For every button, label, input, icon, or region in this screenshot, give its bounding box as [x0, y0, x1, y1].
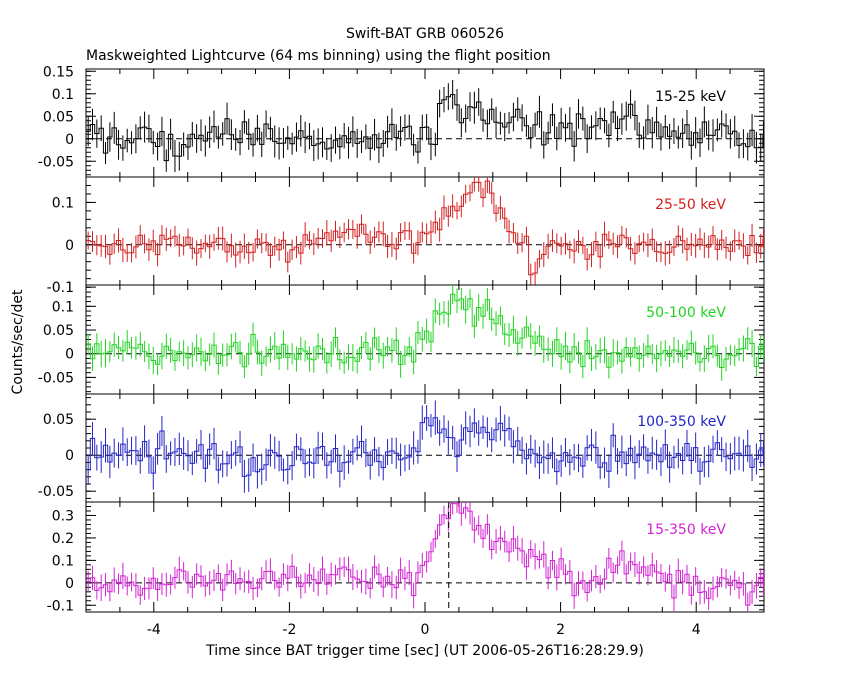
y-tick-label: 0 — [65, 448, 74, 464]
lightcurve-series — [86, 502, 764, 612]
band-label: 25-50 keV — [655, 197, 726, 213]
y-tick-label: 0.05 — [43, 109, 74, 125]
y-tick-label: 0.2 — [52, 531, 74, 547]
lightcurve-step — [86, 417, 764, 477]
y-tick-label: 0.1 — [52, 299, 74, 315]
y-tick-label: 0 — [65, 238, 74, 254]
band-label: 50-100 keV — [646, 305, 726, 321]
band-label: 15-25 keV — [655, 89, 726, 105]
lightcurve-series — [86, 400, 764, 493]
x-tick-label: -2 — [282, 622, 296, 638]
y-tick-label: 0.05 — [43, 323, 74, 339]
band-label: 100-350 keV — [637, 414, 726, 430]
x-tick-label: 2 — [556, 622, 565, 638]
y-tick-label: 0 — [65, 576, 74, 592]
y-tick-label: 0 — [65, 347, 74, 363]
chart-title: Swift-BAT GRB 060526 — [346, 26, 504, 42]
y-tick-label: 0.1 — [52, 87, 74, 103]
chart-subtitle: Maskweighted Lightcurve (64 ms binning) … — [86, 48, 551, 64]
x-axis-label: Time since BAT trigger time [sec] (UT 20… — [205, 643, 644, 659]
panel-1: -0.05 0 0.05 0.1 0.15 15-25 keV — [38, 64, 765, 178]
lightcurve-step — [86, 180, 764, 276]
y-tick-label: 0 — [65, 132, 74, 148]
lightcurve-series — [86, 177, 764, 285]
x-tick-label: 0 — [421, 622, 430, 638]
panel-frame — [85, 501, 765, 613]
y-tick-label: -0.05 — [38, 154, 74, 170]
lightcurve-step — [86, 94, 764, 162]
panels-group: -0.05 0 0.05 0.1 0.15 15-25 keV -0.1 0 0.1 25-50 … — [38, 64, 765, 638]
y-tick-label: 0.1 — [52, 195, 74, 211]
panel-5: -0.1 0 0.1 0.2 0.3 15-350 keV — [47, 501, 765, 614]
x-tick-label: -4 — [147, 622, 161, 638]
y-tick-label: 0.15 — [43, 64, 74, 80]
panel-2: -0.1 0 0.1 25-50 keV — [47, 176, 765, 296]
lightcurve-series — [86, 285, 764, 381]
y-tick-label: 0.05 — [43, 412, 74, 428]
panel-4: -0.05 0 0.05 100-350 keV — [38, 393, 765, 503]
y-tick-label: 0.1 — [52, 553, 74, 569]
panel-3: -0.05 0 0.05 0.1 50-100 keV — [38, 284, 765, 395]
panel-frame — [85, 68, 765, 178]
lightcurve-step — [86, 503, 764, 606]
y-tick-label: -0.1 — [47, 280, 74, 296]
lightcurve-series — [86, 79, 764, 173]
y-tick-label: -0.05 — [38, 370, 74, 386]
y-tick-label: -0.1 — [47, 598, 74, 614]
y-tick-label: -0.05 — [38, 484, 74, 500]
lightcurve-step — [86, 293, 764, 368]
x-tick-label: 4 — [692, 622, 701, 638]
y-axis-label: Counts/sec/det — [10, 289, 26, 394]
y-tick-label: 0.3 — [52, 508, 74, 524]
band-label: 15-350 keV — [646, 522, 726, 538]
